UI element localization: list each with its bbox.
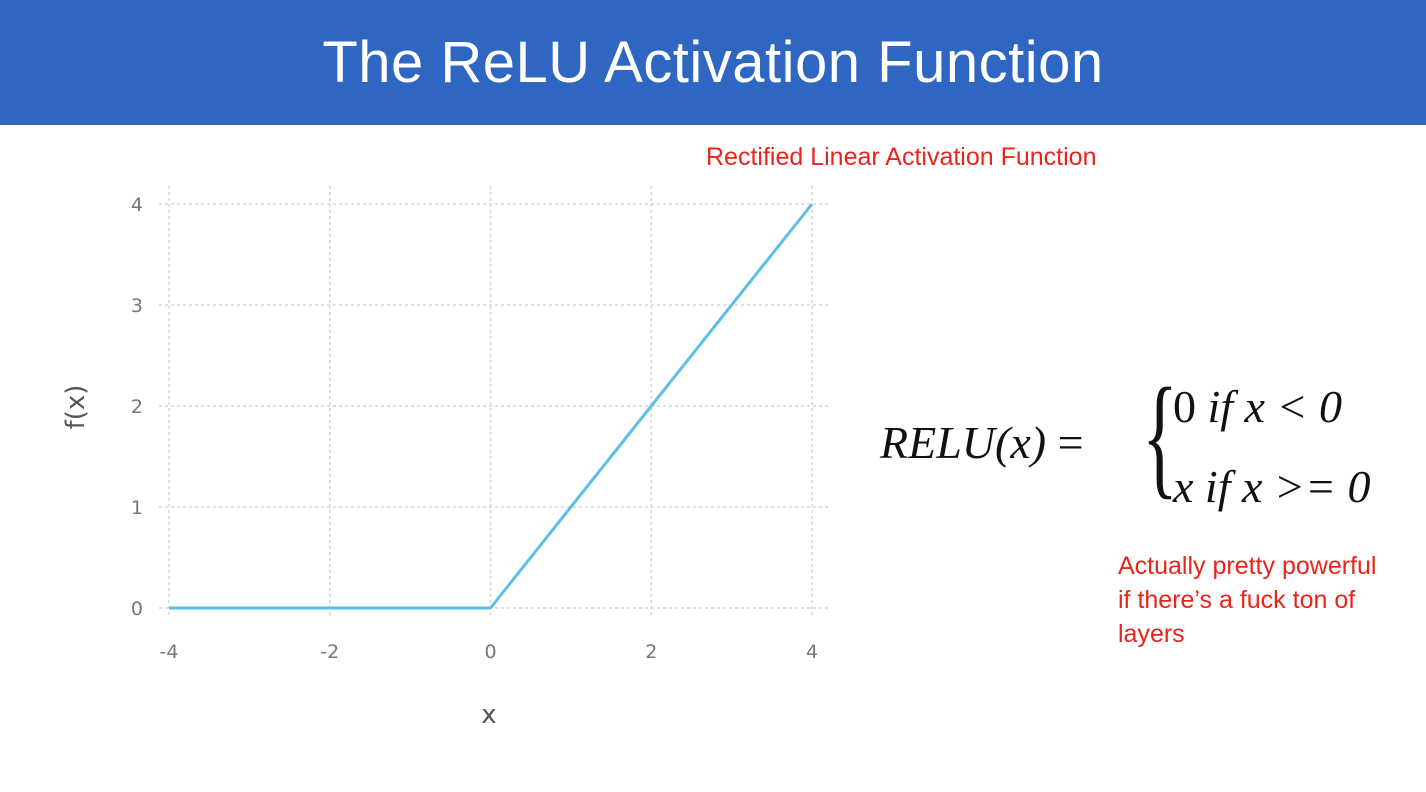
x-tick-label: -4 bbox=[160, 641, 179, 663]
chart-series bbox=[169, 203, 814, 610]
x-tick-label: -2 bbox=[320, 641, 339, 663]
chart-grid bbox=[159, 186, 830, 616]
case2-value: x bbox=[1173, 461, 1194, 512]
y-tick-label: 4 bbox=[131, 194, 143, 216]
case2-condition: if x >= 0 bbox=[1204, 461, 1371, 512]
y-tick-label: 0 bbox=[131, 598, 143, 620]
formula-equals: = bbox=[1057, 417, 1084, 468]
x-tick-label: 0 bbox=[484, 641, 496, 663]
x-tick-label: 2 bbox=[645, 641, 657, 663]
y-tick-label: 2 bbox=[131, 396, 143, 418]
y-axis-label: f(x) bbox=[61, 385, 91, 430]
subtitle-annotation: Rectified Linear Activation Function bbox=[706, 143, 1097, 171]
chart-ticks: -4 -2 0 2 4 0 1 2 3 4 bbox=[131, 194, 818, 663]
y-tick-label: 3 bbox=[131, 295, 143, 317]
formula-case-negative: 0 if x < 0 bbox=[1173, 380, 1342, 433]
case1-value: 0 bbox=[1173, 381, 1196, 432]
formula-case-positive: x if x >= 0 bbox=[1173, 460, 1370, 513]
side-annotation: Actually pretty powerful if there’s a fu… bbox=[1118, 552, 1377, 648]
slide-title: The ReLU Activation Function bbox=[322, 30, 1104, 95]
x-tick-label: 4 bbox=[806, 641, 818, 663]
formula-function: RELU(x) bbox=[880, 417, 1047, 468]
relu-line bbox=[169, 203, 814, 610]
curly-brace-icon: { bbox=[1142, 361, 1178, 511]
case1-condition: if x < 0 bbox=[1207, 381, 1343, 432]
relu-chart: -4 -2 0 2 4 0 1 2 3 4 x f(x) bbox=[61, 186, 830, 730]
y-tick-label: 1 bbox=[131, 497, 143, 519]
title-bar: The ReLU Activation Function bbox=[0, 0, 1426, 125]
x-axis-label: x bbox=[481, 700, 496, 730]
formula-lhs: RELU(x) = bbox=[880, 416, 1084, 469]
